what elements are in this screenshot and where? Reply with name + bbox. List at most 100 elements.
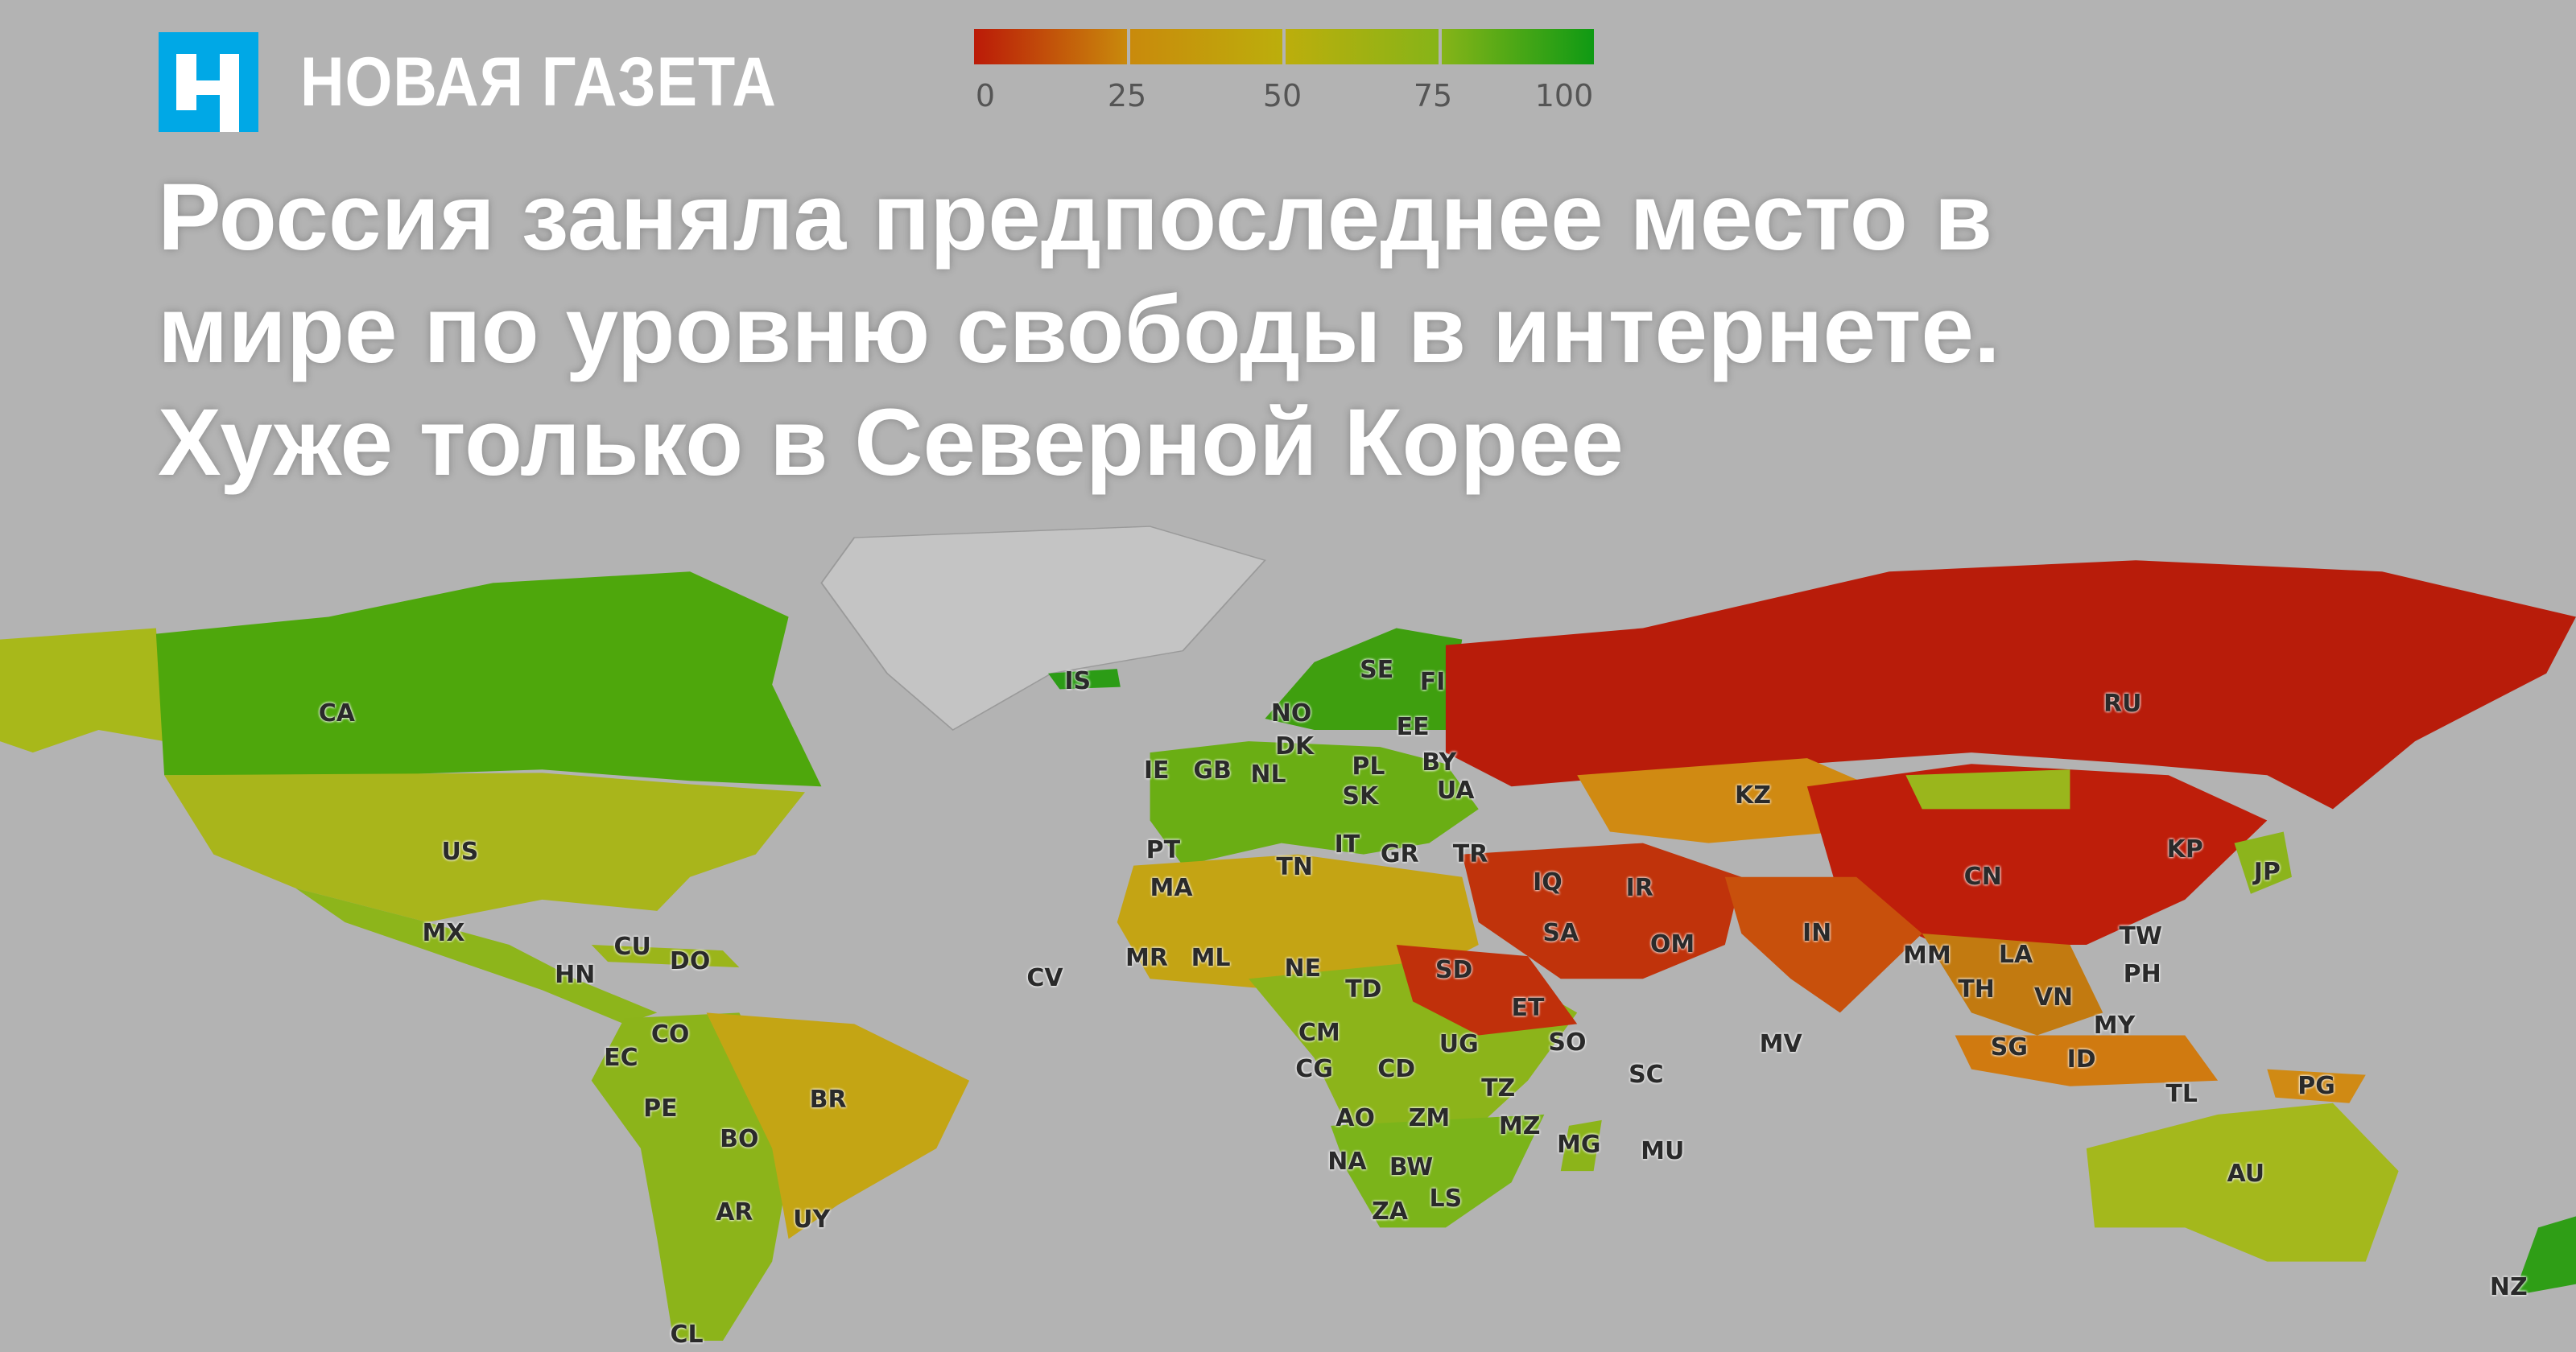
country-label: VN — [2033, 983, 2074, 1012]
legend-segment — [1129, 29, 1282, 64]
country-label: ET — [1511, 993, 1545, 1022]
brand-logo[interactable]: НОВАЯ ГАЗЕТА — [159, 32, 842, 132]
legend-tick: 100 — [1534, 78, 1594, 113]
region-greenland — [820, 526, 1266, 732]
country-label: UA — [1436, 776, 1475, 805]
region-scandinavia — [1265, 628, 1463, 731]
region-caribbean — [591, 945, 740, 968]
region-indonesia — [1955, 1035, 2219, 1086]
country-label: IE — [1143, 756, 1170, 785]
legend-segment — [1441, 29, 1594, 64]
country-label: NL — [1250, 760, 1286, 789]
country-label: AU — [2227, 1160, 2265, 1189]
region-new-zealand — [2513, 1216, 2576, 1296]
region-mongolia — [1905, 769, 2070, 810]
country-label: IR — [1625, 873, 1653, 902]
region-europe-west — [1150, 741, 1479, 866]
region-central-asia — [1577, 758, 1873, 843]
color-scale-legend: 0 25 50 75 100 — [974, 29, 1594, 129]
country-label: AO — [1335, 1104, 1376, 1133]
country-label: BW — [1389, 1152, 1434, 1181]
country-label: PE — [643, 1094, 678, 1123]
country-label: JP — [2253, 858, 2281, 887]
country-label: TL — [2165, 1079, 2198, 1108]
country-label: UY — [793, 1205, 831, 1234]
country-label: CU — [613, 932, 651, 961]
region-middle-east — [1462, 843, 1742, 979]
region-africa-south — [1331, 1114, 1545, 1228]
country-label: TZ — [1481, 1074, 1516, 1103]
country-label: EE — [1396, 713, 1430, 742]
country-label: BR — [809, 1085, 847, 1114]
region-sudan-ethiopia — [1396, 945, 1578, 1036]
headline: Россия заняла предпоследнее место в мире… — [158, 161, 2541, 499]
country-label: ZA — [1372, 1197, 1409, 1226]
legend-tick: 50 — [1262, 78, 1302, 113]
country-label: PL — [1352, 752, 1385, 781]
country-label: TR — [1452, 839, 1488, 868]
legend-bar — [974, 29, 1594, 64]
country-label: US — [441, 837, 479, 866]
country-label: MR — [1125, 943, 1168, 972]
country-label: OM — [1649, 930, 1695, 959]
legend-tick: 25 — [1107, 78, 1147, 113]
country-label: KZ — [1735, 781, 1772, 810]
country-label: BO — [720, 1124, 759, 1153]
country-label: ZM — [1408, 1104, 1451, 1133]
region-south-america-west — [591, 1012, 789, 1341]
country-label: CV — [1026, 964, 1063, 993]
country-label: GR — [1380, 839, 1419, 868]
legend-segment — [974, 29, 1127, 64]
country-label: SE — [1360, 655, 1394, 684]
region-usa — [164, 773, 805, 922]
country-label: TD — [1345, 975, 1382, 1004]
country-label: MZ — [1498, 1112, 1541, 1141]
country-label: GB — [1193, 756, 1232, 785]
region-png — [2267, 1069, 2366, 1103]
country-label: IQ — [1533, 868, 1563, 897]
headline-line: Хуже только в Северной Корее — [158, 390, 1624, 496]
country-label: NA — [1327, 1147, 1367, 1176]
brand-name: НОВАЯ ГАЗЕТА — [300, 43, 777, 121]
novaya-gazeta-logo-icon — [159, 32, 258, 132]
country-label: MV — [1759, 1029, 1802, 1058]
country-label: SD — [1435, 956, 1473, 985]
country-label: LA — [1998, 940, 2033, 969]
country-label: NZ — [2489, 1272, 2528, 1301]
country-label: DO — [669, 947, 711, 976]
legend-tick: 0 — [975, 78, 996, 113]
country-label: IT — [1334, 831, 1360, 859]
legend-segment — [1286, 29, 1439, 64]
country-label: IN — [1802, 918, 1832, 947]
country-label: CA — [318, 699, 355, 728]
region-iceland — [1048, 669, 1121, 690]
country-label: CG — [1295, 1054, 1333, 1083]
country-label: NE — [1284, 954, 1322, 983]
country-label: PG — [2297, 1071, 2335, 1100]
region-central-america — [295, 888, 658, 1024]
country-label: MU — [1641, 1137, 1685, 1166]
region-brazil — [706, 1012, 970, 1239]
country-label: FI — [1419, 667, 1446, 696]
country-label: MX — [422, 918, 465, 947]
country-label: HN — [555, 960, 596, 989]
region-africa-north — [1117, 854, 1479, 991]
country-label: MA — [1150, 873, 1193, 902]
region-se-asia — [1922, 934, 2103, 1036]
country-label: MG — [1556, 1130, 1601, 1159]
country-label: RU — [2103, 689, 2142, 718]
world-map — [0, 515, 2576, 1352]
country-label: NO — [1270, 699, 1312, 728]
country-label: CO — [650, 1020, 690, 1049]
country-label: SA — [1542, 918, 1579, 947]
headline-line: мире по уровню свободы в интернете. — [158, 277, 2000, 383]
country-label: AR — [716, 1198, 753, 1227]
legend-tick: 75 — [1413, 78, 1453, 113]
country-label: SC — [1629, 1060, 1664, 1089]
country-label: PT — [1146, 836, 1181, 865]
country-label: TW — [2119, 922, 2162, 951]
country-label: MY — [2093, 1012, 2136, 1041]
country-label: TH — [1958, 975, 1995, 1004]
country-label: CD — [1377, 1054, 1416, 1083]
map-shapes — [0, 526, 2576, 1341]
